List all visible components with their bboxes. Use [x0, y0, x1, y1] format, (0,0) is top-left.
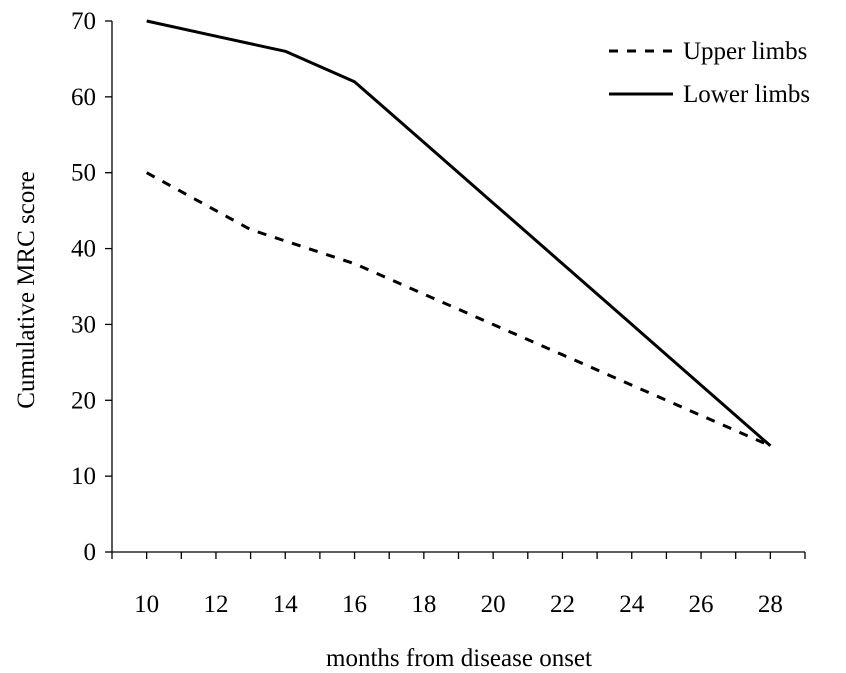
x-tick-label: 14 [273, 591, 299, 618]
series-line-lower-limbs [146, 19, 772, 447]
x-tick-label: 22 [550, 591, 575, 618]
x-tick-label: 10 [134, 591, 159, 618]
x-tick-label: 12 [203, 591, 228, 618]
plot-area: 0 10 20 30 40 50 60 70 10 12 14 16 18 20 22 24 26 28 [71, 8, 806, 618]
series-line-upper-limbs [145, 171, 772, 448]
y-tick-label: 60 [71, 84, 96, 111]
legend-label-upper-limbs: Upper limbs [683, 38, 807, 65]
x-tick-label: 26 [689, 591, 714, 618]
legend: Upper limbs Lower limbs [609, 38, 810, 108]
y-tick-label: 30 [71, 311, 96, 338]
y-tick-label: 20 [71, 387, 96, 414]
x-tick-label: 24 [619, 591, 645, 618]
legend-label-lower-limbs: Lower limbs [683, 81, 810, 108]
y-tick-label: 0 [84, 539, 97, 566]
y-axis-title: Cumulative MRC score [13, 171, 40, 408]
x-axis-title: months from disease onset [326, 645, 592, 672]
x-tick-label: 28 [758, 591, 783, 618]
x-tick-label: 18 [411, 591, 436, 618]
y-tick-label: 70 [71, 8, 96, 35]
x-axis-ticks: 10 12 14 16 18 20 22 24 26 28 [111, 552, 806, 618]
y-tick-label: 10 [71, 463, 96, 490]
series-lines [145, 19, 772, 448]
y-tick-label: 40 [71, 236, 96, 263]
y-axis-ticks: 0 10 20 30 40 50 60 70 [71, 8, 112, 566]
y-tick-label: 50 [71, 160, 96, 187]
x-tick-label: 20 [481, 591, 506, 618]
x-tick-label: 16 [342, 591, 367, 618]
